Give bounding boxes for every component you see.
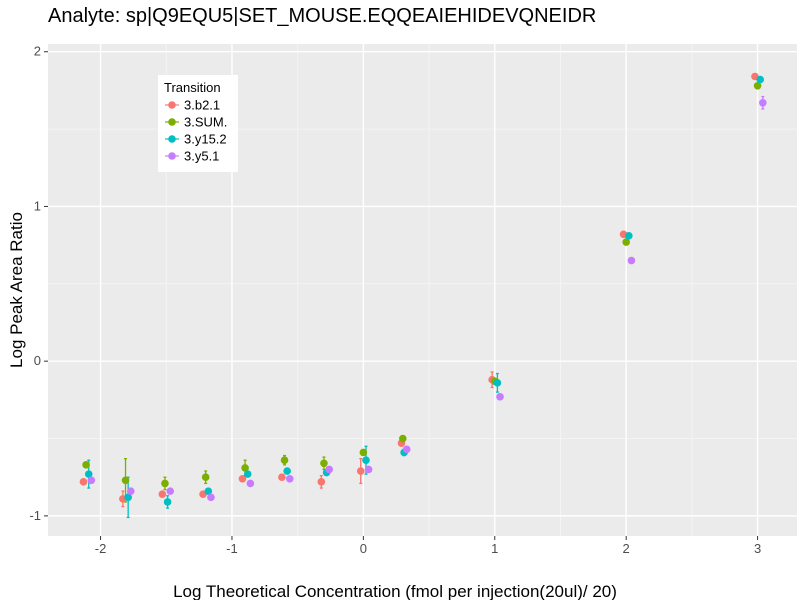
x-tick-label: 0 bbox=[360, 541, 367, 556]
data-point bbox=[625, 232, 633, 240]
y-axis-title: Log Peak Area Ratio bbox=[7, 212, 26, 368]
y-tick-label: 2 bbox=[34, 44, 41, 59]
data-point bbox=[204, 487, 213, 495]
data-point bbox=[82, 461, 90, 469]
x-tick-label: -2 bbox=[95, 541, 107, 556]
data-point bbox=[126, 487, 135, 495]
data-point bbox=[87, 476, 96, 485]
legend-label: 3.y5.1 bbox=[184, 149, 219, 164]
legend-key-point bbox=[168, 152, 176, 160]
data-point bbox=[207, 493, 215, 502]
legend-item: 3.b2.1 bbox=[165, 98, 220, 113]
data-point bbox=[163, 498, 172, 506]
data-point bbox=[121, 476, 130, 485]
data-point bbox=[285, 474, 294, 483]
data-point bbox=[238, 474, 247, 483]
legend: Transition 3.b2.1 3.SUM. 3.y15.2 3.y5.1 bbox=[158, 75, 238, 172]
data-point bbox=[496, 392, 504, 401]
data-points bbox=[79, 72, 767, 506]
legend-item: 3.SUM. bbox=[165, 115, 227, 130]
legend-item: 3.y5.1 bbox=[165, 149, 219, 164]
data-point bbox=[364, 465, 373, 474]
data-point bbox=[124, 493, 132, 502]
y-tick-label: -1 bbox=[29, 508, 41, 523]
x-axis-title: Log Theoretical Concentration (fmol per … bbox=[173, 582, 617, 600]
data-point bbox=[753, 81, 762, 90]
data-point bbox=[493, 379, 502, 387]
legend-key-point bbox=[168, 135, 176, 143]
data-point bbox=[243, 470, 252, 478]
data-point bbox=[362, 456, 370, 464]
legend-title: Transition bbox=[164, 80, 221, 95]
data-point bbox=[201, 473, 210, 482]
x-tick-label: -1 bbox=[226, 541, 238, 556]
data-point bbox=[158, 490, 167, 499]
data-point bbox=[166, 487, 175, 495]
data-point bbox=[246, 479, 255, 488]
data-point bbox=[325, 465, 334, 474]
x-tick-label: 2 bbox=[623, 541, 630, 556]
data-point bbox=[402, 445, 411, 454]
data-point bbox=[359, 448, 368, 457]
data-point bbox=[280, 456, 289, 464]
legend-key-point bbox=[168, 101, 176, 109]
data-point bbox=[759, 98, 767, 107]
data-point bbox=[283, 467, 291, 475]
chart-title: Analyte: sp|Q9EQU5|SET_MOUSE.EQQEAIEHIDE… bbox=[48, 5, 596, 27]
data-point bbox=[161, 479, 169, 488]
data-point bbox=[278, 473, 286, 482]
data-point bbox=[356, 467, 365, 475]
legend-item: 3.y15.2 bbox=[165, 132, 227, 147]
data-point bbox=[84, 470, 93, 478]
legend-key-point bbox=[168, 118, 176, 126]
x-tick-label: 3 bbox=[754, 541, 761, 556]
legend-label: 3.b2.1 bbox=[184, 98, 220, 113]
y-tick-label: 1 bbox=[34, 198, 41, 213]
data-point bbox=[398, 434, 407, 443]
data-point bbox=[317, 478, 326, 486]
data-point bbox=[320, 459, 328, 468]
axes: -2 -1 0 1 2 3 -1 0 1 2 bbox=[29, 44, 761, 556]
data-point bbox=[756, 75, 765, 84]
legend-label: 3.SUM. bbox=[184, 115, 227, 130]
data-point bbox=[627, 256, 636, 265]
data-point bbox=[241, 464, 249, 472]
y-tick-label: 0 bbox=[34, 353, 41, 368]
legend-label: 3.y15.2 bbox=[184, 132, 227, 147]
data-point bbox=[622, 238, 630, 246]
data-point bbox=[79, 478, 88, 486]
x-tick-label: 1 bbox=[491, 541, 498, 556]
